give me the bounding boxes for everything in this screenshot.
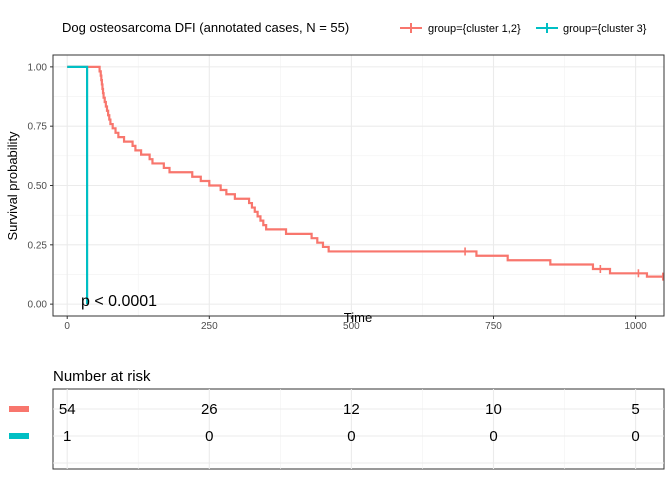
p-value-annotation: p < 0.0001	[81, 293, 157, 310]
risk-row-key-2	[9, 433, 29, 439]
risk-count-2-1: 0	[205, 428, 213, 445]
x-tick-label-4: 1000	[624, 321, 647, 332]
legend-entry-2: group={cluster 3}	[536, 23, 647, 35]
x-tick-label-0: 0	[64, 321, 70, 332]
legend-label-2: group={cluster 3}	[563, 23, 647, 35]
y-tick-label-4: 1.00	[28, 62, 48, 73]
risk-count-2-0: 1	[63, 428, 71, 445]
legend-label-1: group={cluster 1,2}	[428, 23, 521, 35]
y-tick-label-3: 0.75	[28, 122, 48, 133]
y-tick-label-2: 0.50	[28, 181, 48, 192]
x-tick-label-2: 500	[343, 321, 360, 332]
curve-series-2	[67, 65, 89, 305]
y-tick-label-1: 0.25	[28, 240, 48, 251]
risk-count-1-4: 5	[631, 401, 639, 418]
legend: Dog osteosarcoma DFI (annotated cases, N…	[62, 20, 647, 35]
risk-count-1-3: 10	[485, 401, 502, 418]
risk-count-1-2: 12	[343, 401, 360, 418]
risk-row-key-1	[9, 406, 29, 412]
risk-table-panel	[52, 388, 665, 470]
x-tick-label-1: 250	[201, 321, 218, 332]
risk-count-2-3: 0	[489, 428, 497, 445]
risk-table-title: Number at risk	[53, 368, 151, 385]
x-axis-ticks: 0 250 500 750 1000	[64, 316, 647, 332]
risk-count-2-4: 0	[631, 428, 639, 445]
legend-entry-1: group={cluster 1,2}	[400, 23, 521, 35]
y-axis-title: Survival probability	[5, 131, 20, 241]
y-axis-ticks: 0.00 0.25 0.50 0.75 1.00	[28, 62, 53, 311]
x-tick-label-3: 750	[485, 321, 502, 332]
risk-count-1-0: 54	[59, 401, 76, 418]
risk-count-1-1: 26	[201, 401, 218, 418]
survival-curves	[67, 65, 664, 305]
legend-title: Dog osteosarcoma DFI (annotated cases, N…	[62, 20, 349, 35]
x-axis-title: Time	[344, 310, 372, 325]
survival-plot: 0 250 500 750 1000 0.00 0.25 0.50 0.75 1.00 p < …	[5, 54, 665, 332]
grid	[53, 55, 664, 316]
risk-table-rows: 54 26 12 10 51 0 0 0 0	[9, 401, 640, 445]
y-tick-label-0: 0.00	[28, 300, 48, 311]
risk-count-2-2: 0	[347, 428, 355, 445]
risk-table-grid	[53, 389, 664, 469]
curve-series-1	[67, 65, 664, 278]
risk-table: Number at risk 54 26 12 10 51 0 0 0 0	[9, 368, 665, 470]
